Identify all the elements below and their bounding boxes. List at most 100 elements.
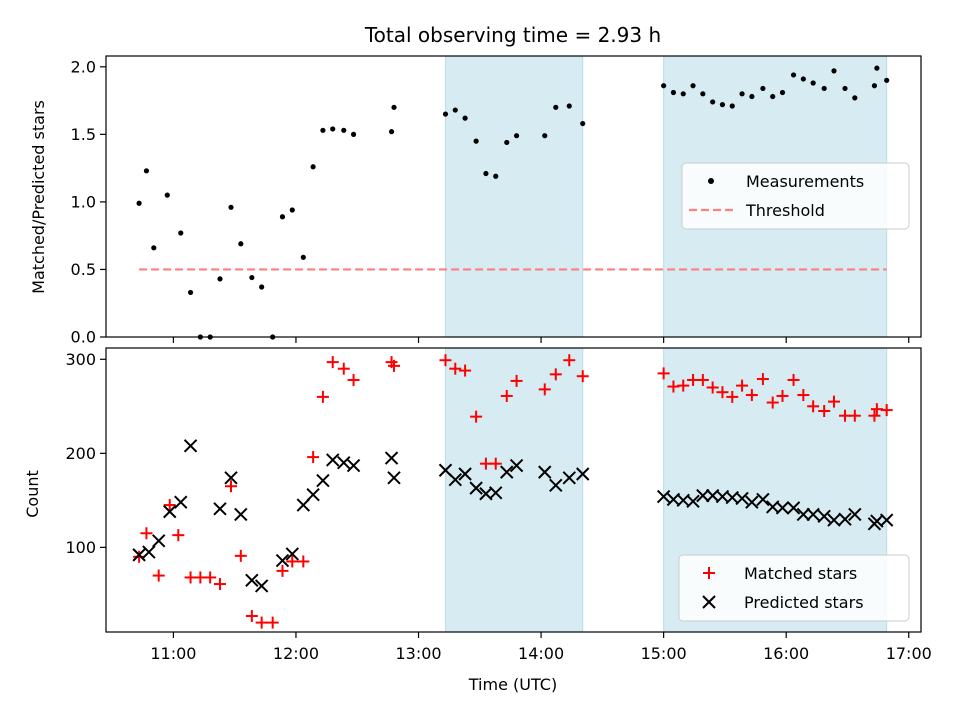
matched-star-point bbox=[172, 529, 185, 542]
x-tick-label: 11:00 bbox=[150, 644, 196, 663]
legend-matched-marker bbox=[703, 567, 715, 579]
predicted-star-point bbox=[213, 502, 227, 516]
predicted-star-point bbox=[224, 471, 238, 485]
matched-star-point bbox=[736, 379, 749, 392]
top-y-tick-label: 0.0 bbox=[71, 328, 96, 347]
matched-star-point bbox=[213, 578, 226, 591]
measurement-point bbox=[259, 284, 265, 290]
legend-predicted-label: Predicted stars bbox=[744, 593, 864, 612]
x-tick-label: 14:00 bbox=[518, 644, 564, 663]
matched-star-point bbox=[255, 616, 268, 629]
predicted-star-point bbox=[448, 472, 462, 487]
predicted-star-point bbox=[245, 573, 259, 587]
measurement-point bbox=[238, 241, 244, 247]
measurement-point bbox=[566, 103, 572, 109]
matched-star-point bbox=[297, 555, 310, 568]
measurement-point bbox=[770, 93, 776, 100]
measurement-point bbox=[831, 68, 837, 74]
matched-star-point bbox=[449, 362, 462, 375]
top-panel: 0.00.51.01.52.0 Matched/Predicted stars … bbox=[29, 55, 922, 347]
predicted-star-point bbox=[234, 507, 248, 522]
matched-star-point bbox=[489, 457, 502, 470]
predicted-star-point bbox=[151, 534, 166, 548]
measurement-point bbox=[164, 192, 170, 198]
measurement-point bbox=[493, 173, 499, 179]
matched-star-point bbox=[307, 451, 320, 464]
predicted-star-point bbox=[848, 507, 862, 522]
bottom-y-axis-label: Count bbox=[23, 470, 42, 518]
x-axis-label: Time (UTC) bbox=[468, 675, 557, 694]
matched-star-point bbox=[439, 354, 452, 367]
matched-star-point bbox=[266, 616, 279, 629]
predicted-star-point bbox=[458, 467, 472, 481]
top-observing-window-1 bbox=[444, 55, 584, 338]
measurement-point bbox=[442, 111, 449, 117]
measurement-point bbox=[513, 133, 520, 139]
measurement-point bbox=[391, 104, 397, 110]
measurement-point bbox=[249, 274, 255, 281]
matched-star-point bbox=[766, 396, 779, 409]
legend-measurements-marker bbox=[708, 178, 714, 184]
predicted-star-point bbox=[775, 501, 790, 515]
predicted-star-point bbox=[696, 488, 710, 503]
matched-star-point bbox=[696, 373, 709, 386]
matched-star-point bbox=[807, 400, 820, 413]
matched-star-point bbox=[163, 499, 176, 512]
matched-star-point bbox=[388, 359, 401, 372]
bottom-panel: 11:00 12:00 13:00 14:00 15:00 16:00 17:00 100 2… bbox=[23, 347, 932, 694]
matched-star-point bbox=[726, 390, 739, 403]
predicted-star-point bbox=[500, 465, 514, 479]
matched-star-point bbox=[234, 549, 247, 562]
bottom-x-ticks: 11:00 12:00 13:00 14:00 15:00 16:00 17:00 bbox=[150, 632, 932, 663]
matched-star-point bbox=[848, 409, 861, 422]
measurement-point bbox=[473, 138, 479, 144]
matched-star-point bbox=[745, 389, 758, 402]
measurement-point bbox=[580, 120, 586, 127]
top-observing-windows bbox=[444, 55, 888, 338]
top-y-tick-label: 0.5 bbox=[71, 260, 96, 279]
measurement-point bbox=[790, 72, 797, 78]
measurement-point bbox=[483, 170, 489, 177]
measurement-point bbox=[871, 83, 878, 89]
legend-threshold-label: Threshold bbox=[745, 201, 825, 220]
predicted-star-point bbox=[183, 439, 198, 453]
measurement-point bbox=[143, 168, 150, 174]
x-tick-label: 12:00 bbox=[273, 644, 319, 663]
predicted-star-point bbox=[879, 513, 894, 527]
matched-star-point bbox=[538, 383, 551, 396]
predicted-star-point bbox=[562, 471, 576, 485]
matched-star-point bbox=[868, 409, 881, 422]
top-measurement-points bbox=[136, 65, 890, 340]
predicted-star-point bbox=[275, 553, 290, 568]
bottom-legend-frame bbox=[678, 554, 910, 622]
matched-star-point bbox=[510, 374, 523, 387]
measurement-point bbox=[884, 77, 890, 83]
measurement-point bbox=[739, 91, 745, 97]
top-y-ticks: 0.0 0.5 1.0 1.5 2.0 bbox=[71, 57, 106, 347]
legend-predicted-marker bbox=[702, 595, 716, 609]
predicted-star-point bbox=[346, 458, 361, 473]
top-plot-frame bbox=[105, 55, 922, 338]
legend-matched-label: Matched stars bbox=[744, 564, 857, 583]
matched-star-point bbox=[470, 410, 483, 423]
measurement-point bbox=[553, 104, 559, 110]
predicted-star-point bbox=[549, 478, 563, 493]
predicted-star-point bbox=[174, 495, 188, 509]
measurement-point bbox=[729, 103, 735, 109]
matched-star-point bbox=[706, 381, 719, 394]
measurement-point bbox=[661, 83, 667, 89]
measurement-point bbox=[760, 85, 766, 92]
matched-star-point bbox=[316, 390, 329, 403]
measurement-point bbox=[542, 133, 548, 139]
measurement-point bbox=[388, 129, 395, 135]
measurement-point bbox=[462, 115, 468, 121]
predicted-star-point bbox=[489, 486, 503, 500]
predicted-star-point bbox=[469, 481, 483, 495]
predicted-star-point bbox=[142, 545, 156, 559]
matched-star-point bbox=[286, 555, 299, 568]
bottom-legend: Matched stars Predicted stars bbox=[678, 554, 910, 622]
measurement-point bbox=[310, 164, 316, 170]
predicted-star-point bbox=[817, 509, 831, 524]
bottom-observing-window-1 bbox=[444, 347, 584, 633]
predicted-star-point bbox=[337, 456, 351, 470]
